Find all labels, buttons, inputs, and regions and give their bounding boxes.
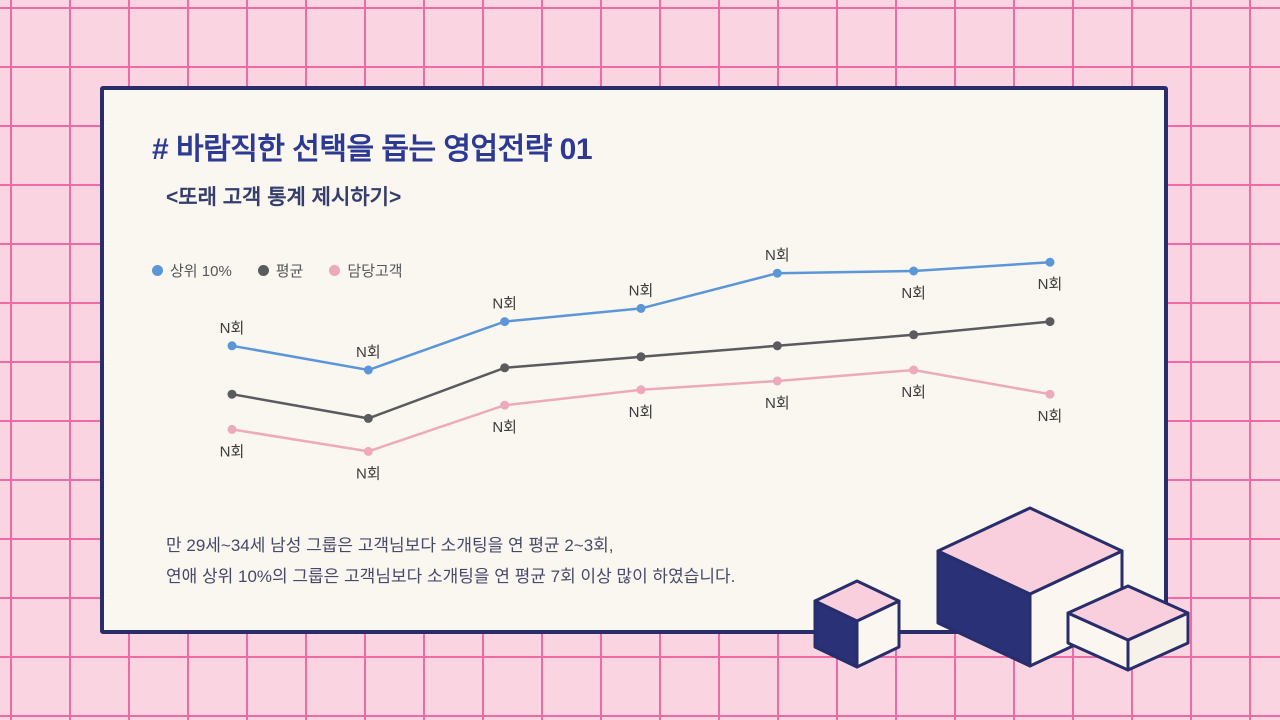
data-point-label: N회 [765, 395, 790, 412]
data-point-label: N회 [356, 465, 381, 482]
data-point [772, 268, 782, 278]
legend-item-label: 평균 [275, 263, 304, 280]
data-point-label: N회 [492, 296, 517, 313]
data-point-label: N회 [1038, 408, 1063, 425]
line-chart: N회 N회 N회 N회 N회 N회 N회 N회 N회 N회 N회 N회 N회 N회 [220, 247, 1063, 482]
legend-dot-gray-icon [257, 265, 269, 276]
data-point [227, 424, 237, 434]
data-point [227, 341, 237, 351]
data-point [500, 363, 510, 373]
data-point [909, 365, 919, 375]
data-point-label: N회 [629, 404, 654, 421]
legend-item-average: 평균 [257, 260, 304, 281]
legend-dot-blue-icon [152, 265, 163, 276]
legend-item-customer: 담당고객 [329, 260, 403, 281]
data-point [500, 400, 510, 410]
data-point [909, 266, 919, 276]
slide-card: # 바람직한 선택을 돕는 영업전략 01 <또래 고객 통계 제시하기> 상위… [100, 86, 1168, 634]
page-subtitle: <또래 고객 통계 제시하기> [166, 186, 402, 209]
data-point [772, 376, 782, 386]
data-point [636, 385, 646, 395]
data-point-label: N회 [220, 320, 245, 337]
data-point [227, 389, 237, 399]
data-point-label: N회 [901, 384, 926, 401]
page-title: # 바람직한 선택을 돕는 영업전략 01 [152, 133, 593, 166]
data-point [363, 413, 373, 423]
data-point [363, 365, 373, 375]
legend-item-label: 담당고객 [347, 263, 403, 280]
data-point [363, 446, 373, 456]
chart-legend: 상위 10% 평균 담당고객 [152, 260, 403, 281]
data-point-label: N회 [901, 285, 926, 302]
data-point [636, 352, 646, 362]
legend-item-label: 상위 10% [170, 263, 232, 280]
data-point [1045, 257, 1055, 267]
data-point-label: N회 [356, 344, 381, 361]
data-point-label: N회 [765, 247, 790, 264]
data-point-label: N회 [1038, 276, 1063, 293]
data-point [909, 330, 919, 340]
data-point-label: N회 [492, 419, 517, 436]
data-point [1045, 317, 1055, 327]
data-point-label: N회 [629, 282, 654, 299]
data-point [1045, 389, 1055, 399]
data-point [636, 303, 646, 313]
data-point-label: N회 [220, 443, 245, 460]
footer-line-2: 연애 상위 10%의 그룹은 고객님보다 소개팅을 연 평균 7회 이상 많이 … [166, 567, 736, 586]
isometric-cubes-illustration [813, 506, 1190, 672]
legend-dot-pink-icon [329, 265, 341, 276]
data-point [500, 317, 510, 327]
footer-note: 만 29세~34세 남성 그룹은 고객님보다 소개팅을 연 평균 2~3회, 연… [166, 530, 735, 592]
data-point [772, 341, 782, 351]
footer-line-1: 만 29세~34세 남성 그룹은 고객님보다 소개팅을 연 평균 2~3회, [166, 536, 614, 555]
legend-item-top10: 상위 10% [152, 260, 232, 281]
